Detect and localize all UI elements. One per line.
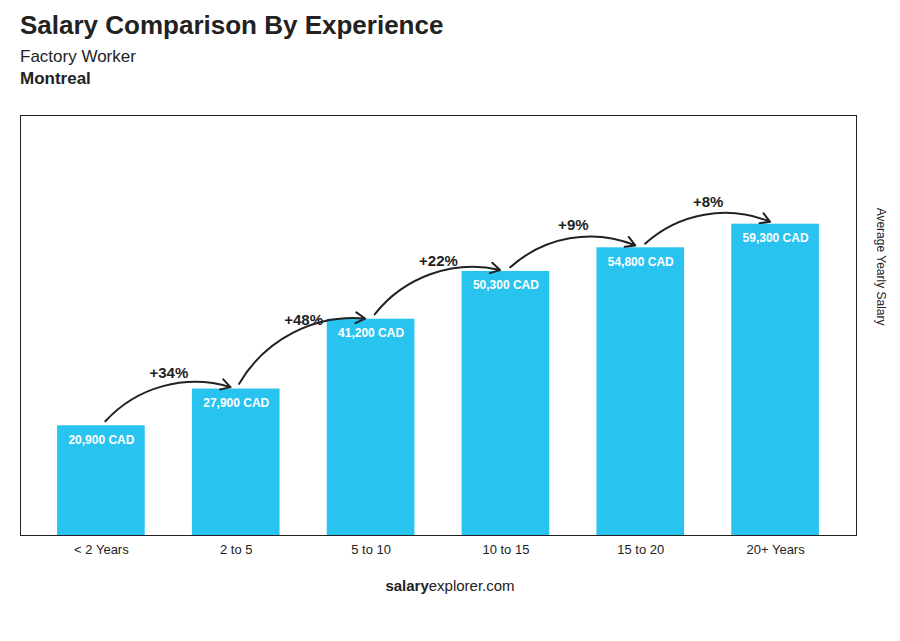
svg-text:27,900 CAD: 27,900 CAD bbox=[203, 396, 269, 410]
svg-text:5 to 10: 5 to 10 bbox=[351, 542, 391, 557]
svg-text:59,300 CAD: 59,300 CAD bbox=[743, 231, 809, 245]
svg-text:Average Yearly Salary: Average Yearly Salary bbox=[874, 208, 888, 326]
html-text:salary explorer.com: salary explorer.com bbox=[385, 577, 515, 594]
svg-text:+22%: +22% bbox=[419, 252, 458, 269]
svg-text:+34%: +34% bbox=[149, 364, 188, 381]
svg-text:2 to 5: 2 to 5 bbox=[220, 542, 253, 557]
svg-text:15 to 20: 15 to 20 bbox=[617, 542, 664, 557]
svg-text:10 to 15: 10 to 15 bbox=[482, 542, 529, 557]
svg-text:< 2 Years: < 2 Years bbox=[74, 542, 129, 557]
svg-text:54,800 CAD: 54,800 CAD bbox=[608, 255, 674, 269]
svg-text:+48%: +48% bbox=[284, 311, 323, 328]
svg-text:41,200 CAD: 41,200 CAD bbox=[338, 326, 404, 340]
svg-text:50,300 CAD: 50,300 CAD bbox=[473, 278, 539, 292]
svg-text:+8%: +8% bbox=[693, 193, 723, 210]
html-text:Salary Comparison By Experienc: Salary Comparison By Experience bbox=[20, 10, 444, 40]
svg-text:+9%: +9% bbox=[558, 216, 588, 233]
svg-text:20,900 CAD: 20,900 CAD bbox=[68, 433, 134, 447]
html-text:Factory Worker: Factory Worker bbox=[20, 47, 136, 66]
svg-text:20+ Years: 20+ Years bbox=[746, 542, 805, 557]
html-text:Montreal: Montreal bbox=[20, 69, 91, 88]
